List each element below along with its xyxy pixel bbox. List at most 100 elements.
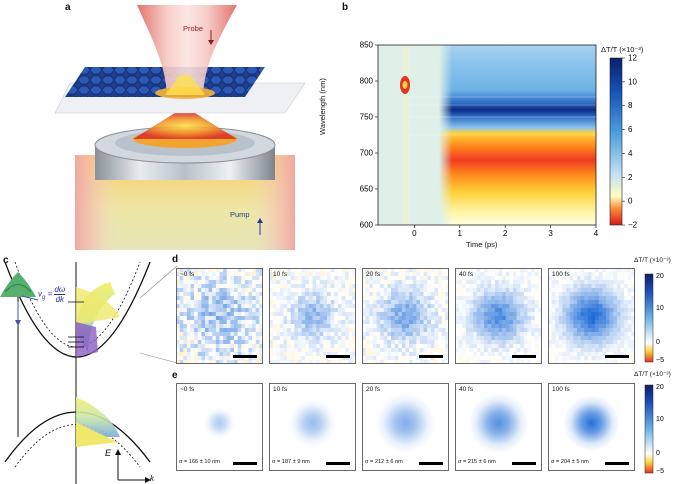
panel-d-pixel: [208, 360, 213, 364]
panel-d-pixel: [577, 352, 581, 357]
panel-d-pixel: [365, 280, 370, 285]
panel-d-pixel: [197, 268, 202, 273]
panel-d-pixel: [179, 352, 184, 357]
panel-d-pixel: [598, 356, 603, 361]
panel-d-pixel: [555, 328, 560, 333]
panel-b-ytick-label: 650: [360, 185, 374, 194]
panel-d-pixel: [595, 312, 600, 317]
panel-d-pixel: [380, 308, 385, 313]
panel-d-pixel: [298, 320, 302, 325]
panel-d-pixel: [394, 340, 399, 345]
panel-d-pixel: [298, 268, 302, 273]
panel-d-pixel: [298, 344, 302, 349]
panel-d-pixel: [513, 272, 517, 277]
panel-d-pixel: [441, 324, 446, 329]
panel-d-pixel: [183, 316, 188, 321]
panel-d-pixel: [319, 356, 324, 361]
panel-d-pixel: [305, 336, 310, 341]
panel-d-pixel: [230, 344, 235, 349]
panel-d-pixel: [562, 360, 567, 364]
panel-d-pixel: [487, 336, 492, 341]
panel-d-pixel: [401, 332, 406, 337]
panel-d-pixel: [279, 324, 284, 329]
panel-d-pixel: [212, 316, 217, 321]
panel-d-pixel: [276, 292, 281, 297]
panel-d-pixel: [584, 332, 589, 337]
panel-d-pixel: [465, 324, 470, 329]
panel-d-pixel: [327, 340, 331, 345]
panel-d-pixel: [272, 320, 277, 325]
panel-d-pixel: [416, 284, 421, 289]
panel-d-pixel: [252, 352, 257, 357]
panel-d-pixel: [223, 352, 228, 357]
panel-d-pixel: [505, 320, 510, 325]
panel-d-pixel: [441, 316, 446, 321]
panel-d-pixel: [462, 292, 467, 297]
panel-d-pixel: [352, 300, 356, 305]
panel-d-pixel: [480, 316, 485, 321]
panel-d-pixel: [523, 280, 528, 285]
panel-d-pixel: [190, 328, 195, 333]
panel-d-pixel: [308, 348, 313, 353]
panel-d-pixel: [606, 272, 610, 277]
panel-d-pixel: [323, 336, 328, 341]
panel-d-pixel: [298, 324, 302, 329]
panel-d-pixel: [176, 304, 180, 309]
panel-d-pixel: [345, 312, 350, 317]
panel-d-pixel: [595, 360, 600, 364]
panel-d-pixel: [352, 284, 356, 289]
panel-d-pixel: [387, 312, 392, 317]
panel-d-pixel: [272, 360, 277, 364]
panel-d-pixel: [405, 324, 410, 329]
panel-d-pixel: [416, 280, 421, 285]
panel-d-pixel: [609, 268, 614, 273]
panel-d-pixel: [484, 324, 488, 329]
panel-d-pixel: [412, 268, 417, 273]
panel-d-pixel: [197, 312, 202, 317]
panel-d-pixel: [255, 268, 260, 273]
panel-d-pixel: [531, 292, 536, 297]
panel-d-pixel: [520, 268, 525, 273]
panel-d-pixel: [369, 300, 374, 305]
panel-d-pixel: [538, 340, 542, 345]
panel-d-pixel: [527, 296, 532, 301]
panel-d-pixel: [412, 288, 417, 293]
panel-d-pixel: [323, 332, 328, 337]
panel-d-pixel: [345, 320, 350, 325]
panel-d-pixel: [391, 272, 395, 277]
panel-d-pixel: [430, 292, 435, 297]
panel-d-pixel: [573, 328, 578, 333]
panel-d-pixel: [283, 328, 288, 333]
panel-d-pixel: [287, 316, 292, 321]
panel-d-pixel: [473, 280, 478, 285]
panel-d-pixel: [319, 284, 324, 289]
panel-d-pixel: [555, 324, 560, 329]
panel-d-pixel: [383, 280, 388, 285]
panel-e-spot: [563, 395, 620, 451]
panel-d-pixel: [606, 332, 610, 337]
panel-d-pixel: [494, 316, 499, 321]
panel-d-pixel: [505, 316, 510, 321]
panel-d-pixel: [602, 284, 607, 289]
panel-d-pixel: [376, 328, 381, 333]
panel-d-pixel: [631, 332, 635, 337]
panel-d-pixel: [494, 268, 499, 273]
panel-d-pixel: [534, 328, 539, 333]
panel-d-pixel: [376, 272, 381, 277]
panel-d-pixel: [190, 340, 195, 345]
panel-d-pixel: [627, 344, 632, 349]
panel-d-pixel: [259, 344, 263, 349]
panel-d-pixel: [558, 360, 563, 364]
panel-d-pixel: [584, 340, 589, 345]
panel-d-pixel: [226, 300, 231, 305]
panel-d-pixel: [609, 328, 614, 333]
panel-d-pixel: [305, 352, 310, 357]
panel-d-pixel: [215, 324, 220, 329]
panel-d-pixel: [269, 280, 273, 285]
panel-d-pixel: [494, 284, 499, 289]
panel-d-pixel: [301, 272, 306, 277]
panel-d-pixel: [505, 288, 510, 293]
panel-d-pixel: [469, 352, 474, 357]
panel-d-pixel: [276, 272, 281, 277]
panel-d-pixel: [215, 288, 220, 293]
